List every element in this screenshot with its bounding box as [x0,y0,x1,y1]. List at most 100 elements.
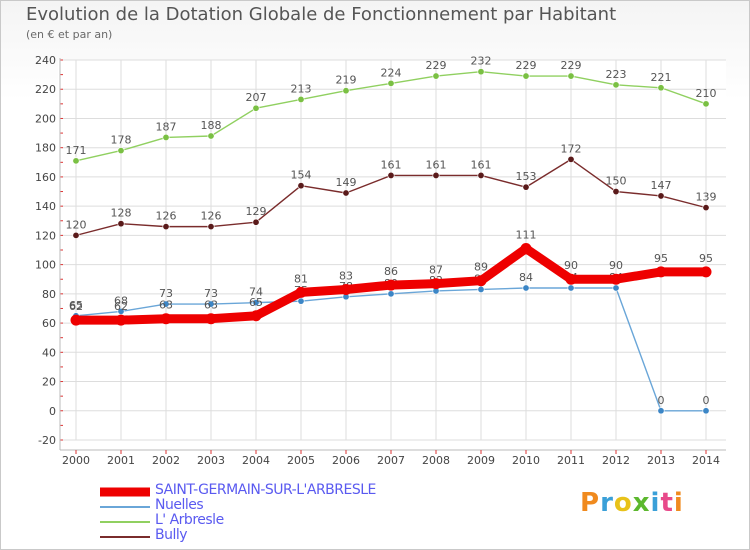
data-label-l-arbresle: 171 [66,144,87,157]
legend-swatch [100,487,150,496]
data-label-saint-germain-sur-l-arbresle: 83 [339,269,353,282]
data-label-nuelles: 73 [204,287,218,300]
data-point-l-arbresle [252,104,260,112]
x-tick-label: 2013 [647,454,675,467]
x-tick-label: 2006 [332,454,360,467]
legend-swatch [100,520,150,523]
y-tick-label: 80 [42,288,56,301]
data-label-bully: 120 [66,218,87,231]
data-point-bully [567,155,575,163]
data-label-l-arbresle: 232 [471,55,492,68]
data-point-nuelles [162,300,170,308]
x-tick-label: 2012 [602,454,630,467]
data-point-saint-germain-sur-l-arbresle [610,273,622,285]
data-label-saint-germain-sur-l-arbresle: 111 [516,229,537,242]
data-point-bully [477,171,485,179]
y-tick-label: 100 [35,259,56,272]
plot-area [58,60,726,440]
data-point-saint-germain-sur-l-arbresle [475,275,487,287]
y-tick-label: 200 [35,112,56,125]
y-tick-label: 160 [35,171,56,184]
data-point-nuelles [297,297,305,305]
data-point-l-arbresle [522,72,530,80]
x-tick-label: 2010 [512,454,540,467]
data-label-l-arbresle: 219 [336,74,357,87]
data-point-saint-germain-sur-l-arbresle [340,283,352,295]
data-point-bully [387,171,395,179]
data-point-bully [162,223,170,231]
data-point-nuelles [567,284,575,292]
data-label-saint-germain-sur-l-arbresle: 90 [609,259,623,272]
legend-item: Nuelles [100,497,500,514]
data-label-bully: 154 [291,169,312,182]
data-point-saint-germain-sur-l-arbresle [205,313,217,325]
data-label-l-arbresle: 223 [606,68,627,81]
data-label-nuelles: 0 [658,394,665,407]
data-point-bully [657,192,665,200]
chart-title: Evolution de la Dotation Globale de Fonc… [26,4,617,25]
data-label-bully: 149 [336,176,357,189]
y-tick-label: 60 [42,317,56,330]
data-label-nuelles: 84 [519,271,533,284]
data-label-l-arbresle: 229 [426,59,447,72]
data-label-bully: 139 [696,191,717,204]
data-point-nuelles [477,285,485,293]
data-label-saint-germain-sur-l-arbresle: 62 [69,300,83,313]
data-point-saint-germain-sur-l-arbresle [520,243,532,255]
x-tick-label: 2009 [467,454,495,467]
data-label-bully: 161 [426,158,447,171]
y-tick-label: 140 [35,200,56,213]
x-tick-label: 2014 [692,454,720,467]
data-point-saint-germain-sur-l-arbresle [565,273,577,285]
data-label-l-arbresle: 178 [111,134,132,147]
logo-letter: P [580,488,601,518]
data-point-bully [297,182,305,190]
data-label-l-arbresle: 221 [651,71,672,84]
data-point-l-arbresle [432,72,440,80]
data-label-nuelles: 73 [159,287,173,300]
data-point-bully [117,220,125,228]
data-point-bully [702,204,710,212]
data-point-l-arbresle [477,68,485,76]
data-point-l-arbresle [342,87,350,95]
data-label-l-arbresle: 224 [381,66,402,79]
legend-label: SAINT-GERMAIN-SUR-L'ARBRESLE [155,482,376,498]
y-tick-label: -20 [38,434,56,447]
y-tick-label: 20 [42,376,56,389]
data-label-saint-germain-sur-l-arbresle: 95 [699,252,713,265]
data-point-saint-germain-sur-l-arbresle [295,286,307,298]
data-point-l-arbresle [387,79,395,87]
data-point-l-arbresle [207,132,215,140]
data-point-l-arbresle [657,84,665,92]
y-tick-label: 0 [49,405,56,418]
data-point-l-arbresle [162,133,170,141]
data-point-bully [72,231,80,239]
logo-letter: t [660,488,674,518]
data-label-bully: 126 [201,210,222,223]
legend-label: L' Arbresle [155,512,224,528]
x-tick-label: 2008 [422,454,450,467]
data-label-bully: 153 [516,170,537,183]
data-point-saint-germain-sur-l-arbresle [70,314,82,326]
data-point-bully [252,218,260,226]
legend-label: Bully [155,527,188,543]
data-point-nuelles [702,407,710,415]
x-tick-label: 2001 [107,454,135,467]
logo-letter: o [613,488,633,518]
data-label-saint-germain-sur-l-arbresle: 65 [249,296,263,309]
y-tick-label: 240 [35,54,56,67]
data-point-l-arbresle [117,147,125,155]
data-label-saint-germain-sur-l-arbresle: 87 [429,264,443,277]
data-point-nuelles [252,299,260,307]
data-point-l-arbresle [297,95,305,103]
data-label-bully: 172 [561,142,582,155]
data-point-bully [432,171,440,179]
chart-subtitle: (en € et par an) [26,28,113,41]
data-point-nuelles [657,407,665,415]
data-label-l-arbresle: 187 [156,120,177,133]
data-label-l-arbresle: 210 [696,87,717,100]
logo-letter: x [632,488,651,518]
x-tick-label: 2002 [152,454,180,467]
x-tick-label: 2007 [377,454,405,467]
data-point-l-arbresle [72,157,80,165]
